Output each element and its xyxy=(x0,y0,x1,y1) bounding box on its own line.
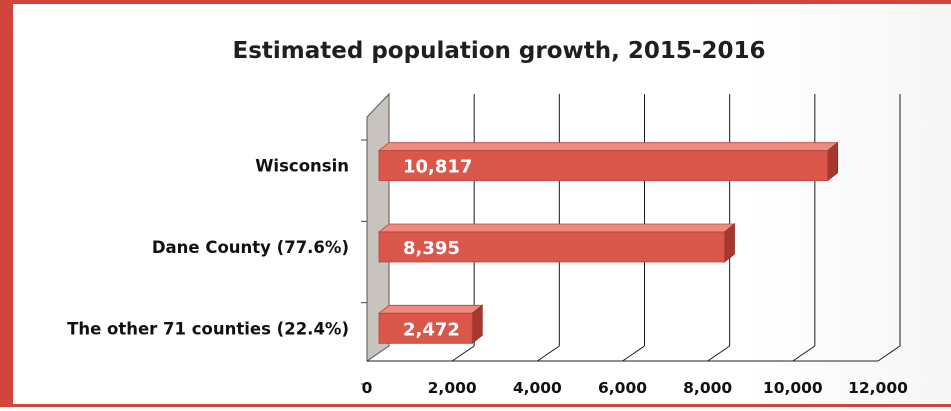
floor-gridline xyxy=(707,345,730,362)
floor-gridline xyxy=(877,345,901,362)
x-tick-label: 0 xyxy=(362,379,373,397)
x-tick-label: 6,000 xyxy=(598,379,647,397)
category-label: The other 71 counties (22.4%) xyxy=(67,319,349,338)
category-label: Dane County (77.6%) xyxy=(152,238,349,257)
bar-top-face xyxy=(377,142,839,152)
bar-value-label: 2,472 xyxy=(403,319,460,340)
bar xyxy=(378,231,725,263)
bar-top-face xyxy=(377,223,736,233)
x-tick-label: 10,000 xyxy=(763,379,823,397)
plot-area: 0 2,000 4,000 6,000 8,000 10,000 12,000 10,817 W… xyxy=(67,92,908,397)
floor-gridline xyxy=(622,345,645,362)
floor-gridline xyxy=(537,345,560,362)
bar-top-face xyxy=(377,304,484,314)
x-tick-label: 4,000 xyxy=(513,379,562,397)
bar-chart: Estimated population growth, 2015-2016 0… xyxy=(67,38,908,397)
bar-value-label: 10,817 xyxy=(403,157,472,178)
x-tick-label: 12,000 xyxy=(848,379,908,397)
category-label: Wisconsin xyxy=(255,157,349,176)
floor-gridline xyxy=(451,345,475,362)
bar xyxy=(378,150,829,182)
x-tick-label: 8,000 xyxy=(683,379,732,397)
floor-gridline xyxy=(792,345,816,362)
bar xyxy=(378,312,473,344)
bar-value-label: 8,395 xyxy=(403,238,460,259)
chart-title: Estimated population growth, 2015-2016 xyxy=(233,38,766,64)
x-tick-label: 2,000 xyxy=(428,379,477,397)
